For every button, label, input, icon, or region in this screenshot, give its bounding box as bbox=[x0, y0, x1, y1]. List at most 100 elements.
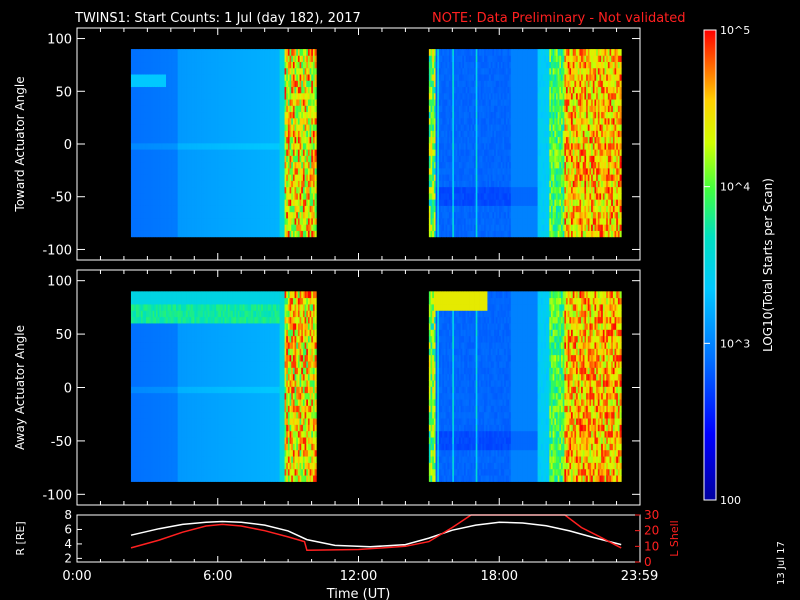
heatmap-cell bbox=[274, 67, 277, 75]
heatmap-cell bbox=[172, 211, 175, 219]
heatmap-cell bbox=[216, 186, 219, 194]
heatmap-cell bbox=[292, 149, 295, 156]
heatmap-cell bbox=[251, 86, 254, 94]
heatmap-cell bbox=[251, 230, 254, 238]
heatmap-cell bbox=[197, 161, 200, 169]
heatmap-cell bbox=[227, 67, 230, 75]
heatmap-cell bbox=[137, 193, 140, 200]
heatmap-cell bbox=[242, 155, 245, 163]
heatmap-cell bbox=[194, 49, 197, 56]
heatmap-cell bbox=[162, 111, 165, 119]
heatmap-cell bbox=[201, 80, 204, 88]
heatmap-cell bbox=[204, 167, 207, 175]
heatmap-cell bbox=[174, 67, 177, 75]
heatmap-cell bbox=[284, 167, 287, 175]
heatmap-cell bbox=[252, 186, 255, 194]
heatmap-cell bbox=[149, 193, 152, 200]
heatmap-cell bbox=[214, 136, 217, 144]
heatmap-cell bbox=[287, 161, 290, 169]
heatmap-cell bbox=[176, 205, 179, 213]
heatmap-cell bbox=[182, 130, 185, 138]
heatmap-cell bbox=[194, 199, 197, 206]
heatmap-cell bbox=[257, 105, 260, 113]
heatmap-cell bbox=[231, 99, 234, 106]
heatmap-cell bbox=[216, 92, 219, 100]
heatmap-cell bbox=[212, 167, 215, 175]
heatmap-cell bbox=[169, 80, 172, 88]
heatmap-cell bbox=[182, 136, 185, 144]
heatmap-cell bbox=[177, 61, 180, 69]
heatmap-cell bbox=[259, 199, 262, 206]
heatmap-cell bbox=[286, 111, 289, 119]
heatmap-cell bbox=[226, 117, 229, 125]
heatmap-cell bbox=[226, 61, 229, 69]
heatmap-cell bbox=[212, 49, 215, 56]
heatmap-cell bbox=[267, 205, 270, 213]
heatmap-cell bbox=[147, 67, 150, 75]
heatmap-cell bbox=[254, 199, 257, 206]
heatmap-cell bbox=[236, 86, 239, 94]
heatmap-cell bbox=[137, 99, 140, 106]
heatmap-cell bbox=[211, 80, 214, 88]
heatmap-cell bbox=[209, 155, 212, 163]
heatmap-cell bbox=[150, 136, 154, 144]
heatmap-cell bbox=[154, 205, 157, 213]
heatmap-cell bbox=[284, 180, 287, 188]
heatmap-cell bbox=[242, 205, 245, 213]
heatmap-cell bbox=[152, 67, 155, 75]
heatmap-cell bbox=[171, 167, 174, 175]
heatmap-cell bbox=[137, 230, 140, 238]
heatmap-cell bbox=[289, 105, 292, 113]
heatmap-cell bbox=[256, 117, 259, 125]
heatmap-cell bbox=[264, 149, 267, 156]
heatmap-cell bbox=[179, 67, 182, 75]
heatmap-cell bbox=[140, 124, 144, 131]
heatmap-cell bbox=[161, 155, 164, 163]
heatmap-cell bbox=[209, 55, 212, 63]
heatmap-cell bbox=[257, 99, 260, 106]
heatmap-cell bbox=[157, 186, 160, 194]
heatmap-cell bbox=[276, 199, 279, 206]
heatmap-cell bbox=[251, 55, 254, 63]
heatmap-cell bbox=[135, 193, 139, 200]
heatmap-cell bbox=[179, 105, 182, 113]
heatmap-cell bbox=[192, 218, 195, 225]
heatmap-cell bbox=[166, 86, 169, 94]
heatmap-cell bbox=[237, 186, 240, 194]
heatmap-cell bbox=[156, 80, 159, 88]
heatmap-cell bbox=[162, 211, 165, 219]
heatmap-cell bbox=[232, 211, 235, 219]
heatmap-cell bbox=[174, 149, 177, 156]
heatmap-cell bbox=[176, 105, 179, 113]
heatmap-cell bbox=[261, 80, 264, 88]
heatmap-cell bbox=[232, 218, 235, 225]
heatmap-cell bbox=[130, 149, 134, 156]
heatmap-cell bbox=[282, 205, 285, 213]
heatmap-cell bbox=[132, 193, 135, 200]
heatmap-cell bbox=[216, 117, 219, 125]
heatmap-cell bbox=[266, 174, 269, 181]
heatmap-cell bbox=[236, 186, 239, 194]
heatmap-cell bbox=[139, 205, 142, 213]
heatmap-cell bbox=[171, 186, 174, 194]
heatmap-cell bbox=[277, 105, 280, 113]
heatmap-cell bbox=[135, 105, 139, 113]
heatmap-cell bbox=[147, 105, 150, 113]
heatmap-cell bbox=[277, 199, 280, 206]
heatmap-cell bbox=[209, 199, 212, 206]
heatmap-cell bbox=[281, 205, 284, 213]
heatmap-cell bbox=[204, 130, 207, 138]
heatmap-cell bbox=[257, 111, 260, 119]
heatmap-cell bbox=[135, 149, 139, 156]
heatmap-cell bbox=[202, 67, 205, 75]
heatmap-cell bbox=[289, 74, 292, 81]
heatmap-cell bbox=[222, 218, 225, 225]
heatmap-cell bbox=[135, 230, 139, 238]
heatmap-cell bbox=[199, 55, 202, 63]
heatmap-cell bbox=[227, 142, 230, 150]
heatmap-cell bbox=[226, 211, 229, 219]
heatmap-cell bbox=[159, 105, 162, 113]
heatmap-cell bbox=[292, 155, 295, 163]
heatmap-cell bbox=[262, 161, 265, 169]
heatmap-cell bbox=[252, 155, 255, 163]
